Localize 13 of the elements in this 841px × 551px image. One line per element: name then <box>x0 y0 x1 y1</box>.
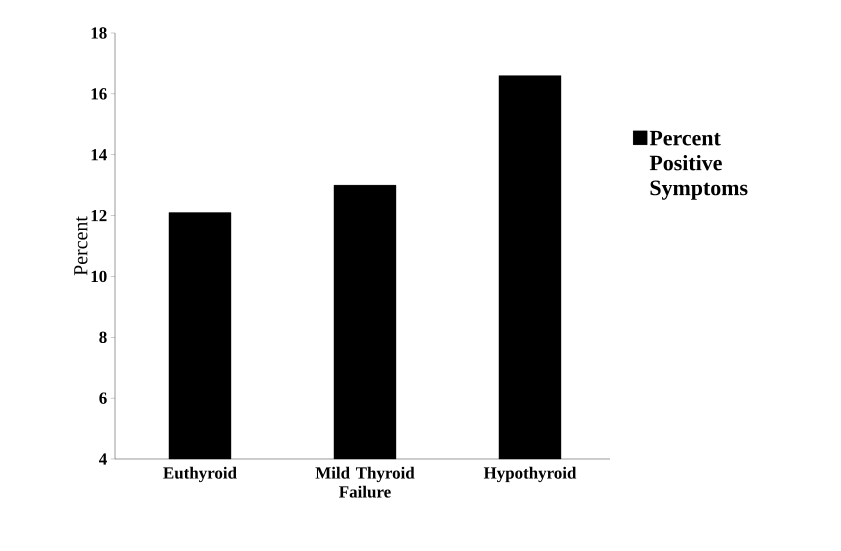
y-tick-label: 8 <box>99 332 107 344</box>
legend-label: Percent Positive Symptoms <box>650 130 748 200</box>
y-axis-title: Percent <box>74 216 88 276</box>
x-tick-label: Hypothyroid <box>484 466 576 482</box>
y-tick-label: 16 <box>92 88 107 100</box>
y-tick-label: 14 <box>92 149 107 160</box>
y-tick-label: 6 <box>99 392 107 404</box>
y-tick-label: 18 <box>92 27 107 39</box>
y-tick-label: 12 <box>92 210 106 222</box>
y-tick-label: 10 <box>92 270 107 282</box>
x-tick-label: Euthyroid <box>163 466 237 482</box>
y-tick-label: 4 <box>98 453 107 465</box>
x-tick-label: Mild Thyroid Failure <box>316 466 415 498</box>
